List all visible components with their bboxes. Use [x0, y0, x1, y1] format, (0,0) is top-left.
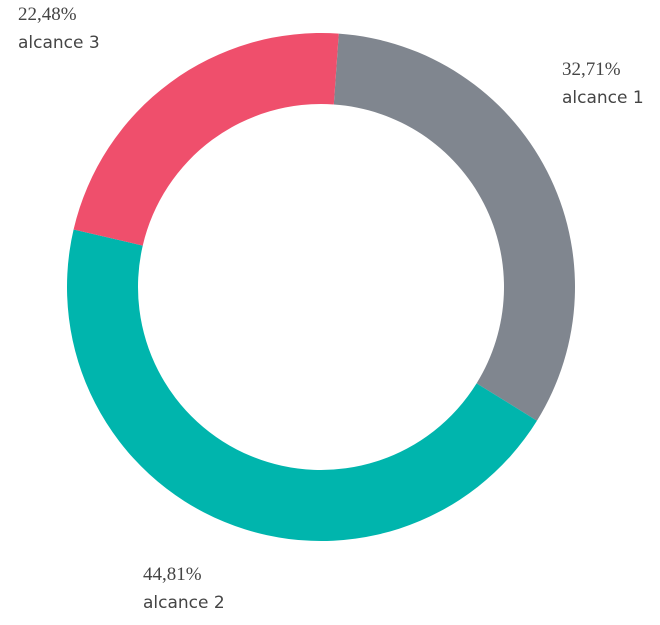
value-label: 44,81% — [143, 564, 202, 585]
donut-slice — [73, 33, 339, 246]
category-label: alcance 3 — [18, 33, 100, 53]
value-label: 22,48% — [18, 4, 77, 25]
category-label: alcance 1 — [562, 88, 644, 108]
value-label: 32,71% — [562, 59, 621, 80]
donut-slice — [333, 33, 575, 421]
donut-slice — [66, 229, 537, 542]
category-label: alcance 2 — [143, 593, 225, 613]
